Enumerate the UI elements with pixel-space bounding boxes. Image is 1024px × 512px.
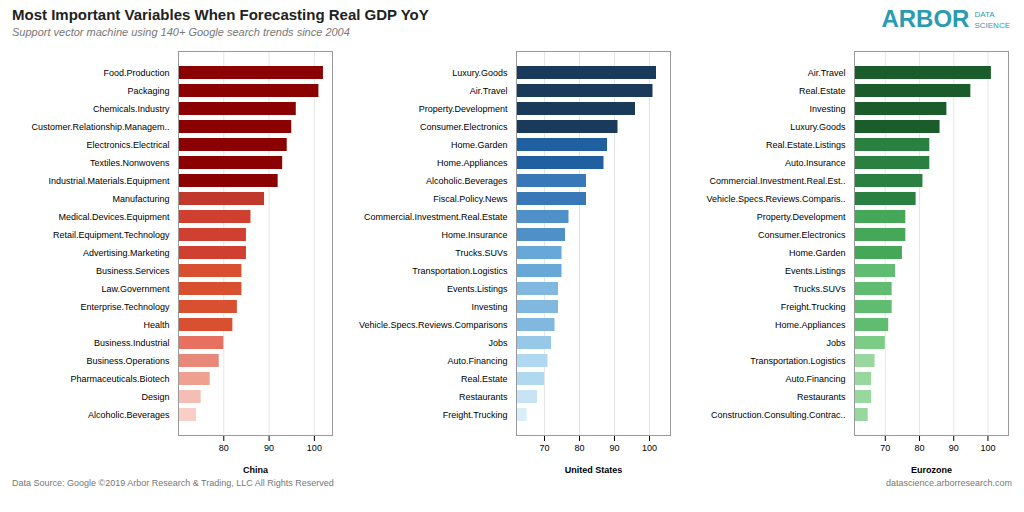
svg-text:Electronics.Electrical: Electronics.Electrical	[86, 140, 169, 150]
svg-text:Business.Operations: Business.Operations	[86, 356, 170, 366]
svg-text:Freight.Trucking: Freight.Trucking	[781, 302, 846, 312]
svg-text:Consumer.Electronics: Consumer.Electronics	[420, 122, 508, 132]
svg-text:90: 90	[609, 443, 619, 453]
html-text:Data Source: Google ©2019 Arbo: Data Source: Google ©2019 Arbor Research…	[12, 478, 334, 488]
svg-text:70: 70	[539, 443, 549, 453]
svg-text:Luxury.Goods: Luxury.Goods	[452, 68, 508, 78]
svg-text:Property.Development: Property.Development	[419, 104, 508, 114]
svg-text:Home.Insurance: Home.Insurance	[441, 230, 507, 240]
svg-text:Consumer.Electronics: Consumer.Electronics	[758, 230, 846, 240]
svg-text:Packaging: Packaging	[127, 86, 169, 96]
svg-text:90: 90	[949, 443, 959, 453]
svg-text:80: 80	[915, 443, 925, 453]
svg-text:Business.Services: Business.Services	[96, 266, 170, 276]
svg-text:Law.Government: Law.Government	[101, 284, 170, 294]
svg-text:Medical.Devices.Equipment: Medical.Devices.Equipment	[58, 212, 170, 222]
svg-text:Alcoholic.Beverages: Alcoholic.Beverages	[88, 410, 170, 420]
svg-text:80: 80	[219, 443, 229, 453]
svg-text:Restaurants: Restaurants	[459, 392, 508, 402]
svg-text:Air.Travel: Air.Travel	[470, 86, 508, 96]
svg-text:Advertising.Marketing: Advertising.Marketing	[83, 248, 170, 258]
svg-text:Design: Design	[141, 392, 169, 402]
svg-text:Trucks.SUVs: Trucks.SUVs	[455, 248, 508, 258]
svg-text:Fiscal.Policy.News: Fiscal.Policy.News	[433, 194, 508, 204]
svg-text:Health: Health	[143, 320, 169, 330]
svg-text:Enterprise.Technology: Enterprise.Technology	[80, 302, 170, 312]
svg-text:United States: United States	[565, 465, 623, 475]
svg-text:100: 100	[642, 443, 657, 453]
svg-text:90: 90	[264, 443, 274, 453]
svg-text:Air.Travel: Air.Travel	[808, 68, 846, 78]
svg-text:Jobs: Jobs	[488, 338, 508, 348]
svg-text:Business.Industrial: Business.Industrial	[94, 338, 170, 348]
svg-text:80: 80	[574, 443, 584, 453]
svg-text:100: 100	[980, 443, 995, 453]
svg-text:Trucks.SUVs: Trucks.SUVs	[793, 284, 846, 294]
html-text:datascience.arborresearch.com: datascience.arborresearch.com	[885, 478, 1012, 488]
svg-text:Freight.Trucking: Freight.Trucking	[443, 410, 508, 420]
svg-text:Customer.Relationship.Managem.: Customer.Relationship.Managem..	[31, 122, 169, 132]
svg-text:Industrial.Materials.Equipment: Industrial.Materials.Equipment	[48, 176, 170, 186]
svg-text:Commercial.Investment.Real.Est: Commercial.Investment.Real.Estate	[364, 212, 508, 222]
svg-text:Real.Estate: Real.Estate	[461, 374, 508, 384]
svg-text:Investing: Investing	[471, 302, 507, 312]
svg-text:Pharmaceuticals.Biotech: Pharmaceuticals.Biotech	[70, 374, 169, 384]
svg-text:Home.Garden: Home.Garden	[451, 140, 508, 150]
svg-text:Chemicals.Industry: Chemicals.Industry	[93, 104, 170, 114]
svg-text:Luxury.Goods: Luxury.Goods	[790, 122, 846, 132]
svg-text:Transportation.Logistics: Transportation.Logistics	[412, 266, 508, 276]
svg-text:Retail.Equipment.Technology: Retail.Equipment.Technology	[53, 230, 170, 240]
svg-text:Auto.Financing: Auto.Financing	[785, 374, 845, 384]
html-text:Support vector machine using 1: Support vector machine using 140+ Google…	[12, 26, 350, 38]
svg-text:Textiles.Nonwovens: Textiles.Nonwovens	[90, 158, 170, 168]
svg-text:Home.Appliances: Home.Appliances	[437, 158, 508, 168]
svg-text:Food.Production: Food.Production	[103, 68, 169, 78]
svg-text:70: 70	[880, 443, 890, 453]
svg-text:Auto.Insurance: Auto.Insurance	[785, 158, 846, 168]
html-text:DATA SCIENCE: DATA SCIENCE	[974, 10, 1010, 30]
svg-text:Real.Estate: Real.Estate	[799, 86, 846, 96]
svg-text:Events.Listings: Events.Listings	[785, 266, 846, 276]
svg-text:Alcoholic.Beverages: Alcoholic.Beverages	[426, 176, 508, 186]
html-text:Most Important Variables When: Most Important Variables When Forecastin…	[12, 6, 429, 23]
svg-text:Vehicle.Specs.Reviews.Comparis: Vehicle.Specs.Reviews.Comparisons	[359, 320, 508, 330]
svg-text:Real.Estate.Listings: Real.Estate.Listings	[766, 140, 846, 150]
svg-text:Investing: Investing	[809, 104, 845, 114]
svg-text:Restaurants: Restaurants	[797, 392, 846, 402]
svg-text:Home.Garden: Home.Garden	[789, 248, 846, 258]
svg-text:Vehicle.Specs.Reviews.Comparis: Vehicle.Specs.Reviews.Comparis..	[706, 194, 845, 204]
html-text:ARBOR: ARBOR	[881, 5, 970, 32]
svg-text:Eurozone: Eurozone	[911, 465, 952, 475]
svg-text:Manufacturing: Manufacturing	[112, 194, 169, 204]
svg-text:100: 100	[307, 443, 322, 453]
svg-text:Property.Development: Property.Development	[757, 212, 846, 222]
svg-text:Transportation.Logistics: Transportation.Logistics	[750, 356, 846, 366]
svg-text:Commercial.Investment.Real.Est: Commercial.Investment.Real.Est..	[709, 176, 845, 186]
svg-text:Auto.Financing: Auto.Financing	[447, 356, 507, 366]
svg-text:Jobs: Jobs	[826, 338, 846, 348]
svg-text:Home.Appliances: Home.Appliances	[775, 320, 846, 330]
svg-text:Construction.Consulting.Contra: Construction.Consulting.Contrac..	[711, 410, 846, 420]
svg-text:Events.Listings: Events.Listings	[447, 284, 508, 294]
svg-text:China: China	[243, 465, 269, 475]
